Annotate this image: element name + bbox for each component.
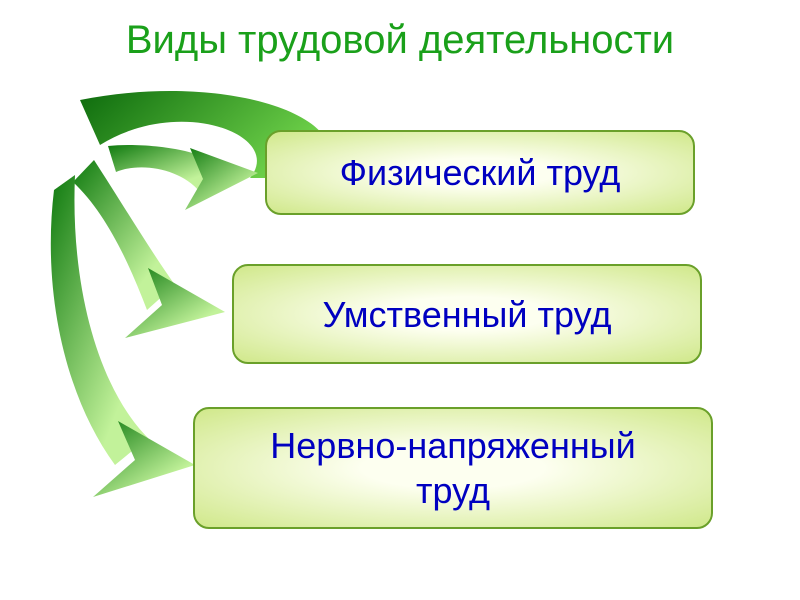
category-box-0: Физический труд <box>265 130 695 215</box>
category-box-label: Умственный труд <box>323 292 612 337</box>
category-box-label: Физический труд <box>340 150 621 195</box>
arrow-0 <box>108 145 258 210</box>
category-box-label: Нервно-напряженныйтруд <box>270 423 635 513</box>
category-box-1: Умственный труд <box>232 264 702 364</box>
arrow-1 <box>73 160 225 338</box>
arrow-2 <box>51 175 195 497</box>
category-box-2: Нервно-напряженныйтруд <box>193 407 713 529</box>
diagram-title: Виды трудовой деятельности <box>0 18 800 63</box>
